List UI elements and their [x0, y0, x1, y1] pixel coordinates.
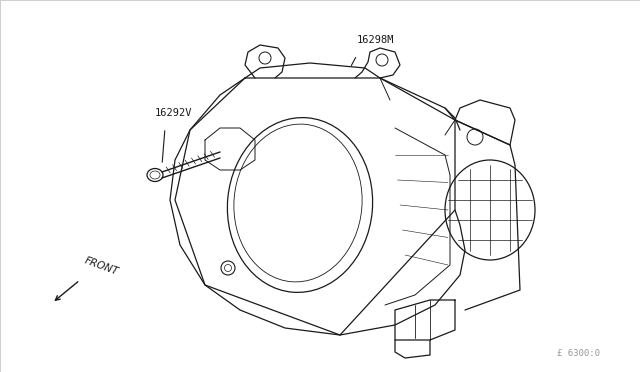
Text: 16292V: 16292V — [155, 108, 193, 118]
Text: 16298M: 16298M — [357, 35, 394, 45]
Text: FRONT: FRONT — [83, 256, 120, 277]
Text: £ 6300:0: £ 6300:0 — [557, 349, 600, 358]
